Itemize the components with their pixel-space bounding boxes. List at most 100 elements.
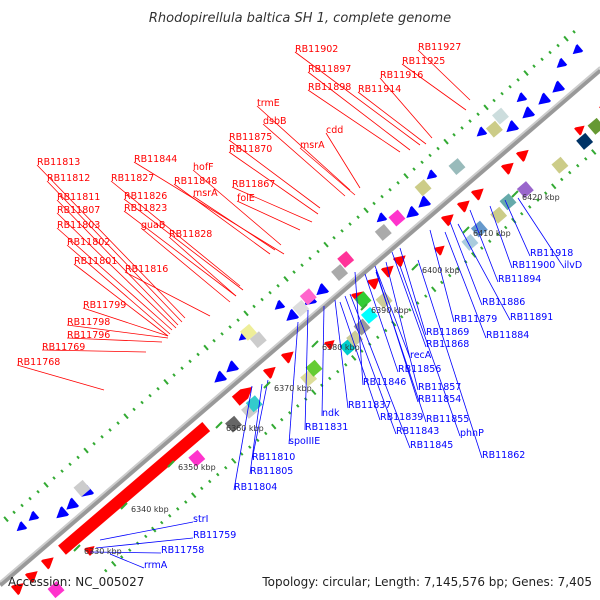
leader-line bbox=[339, 301, 381, 421]
reverse-gene-arrow bbox=[16, 521, 28, 532]
gene-label[interactable]: RB11811 bbox=[57, 192, 100, 203]
gene-label[interactable]: rrmA bbox=[144, 560, 168, 571]
gene-label[interactable]: RB11857 bbox=[418, 382, 461, 393]
gene-label[interactable]: spoIIIE bbox=[289, 436, 320, 447]
reverse-gene-arrow bbox=[316, 283, 330, 296]
gene-label[interactable]: RB11862 bbox=[482, 450, 525, 461]
misc-feature-box bbox=[374, 223, 392, 241]
gene-label[interactable]: RB11805 bbox=[250, 466, 293, 477]
gc-rail-outer-dot bbox=[271, 423, 277, 430]
leader-line bbox=[36, 164, 186, 319]
gene-label[interactable]: RB11891 bbox=[510, 312, 553, 323]
reverse-gene-arrow bbox=[226, 360, 240, 373]
gc-rail-outer-dot bbox=[328, 376, 332, 381]
gene-label[interactable]: RB11886 bbox=[482, 297, 525, 308]
gene-label[interactable]: RB11856 bbox=[398, 364, 441, 375]
gene-label[interactable]: RB11828 bbox=[169, 229, 212, 240]
gene-label[interactable]: RB11900 bbox=[512, 260, 555, 271]
gc-rail-inner-dot bbox=[180, 366, 184, 370]
leader-line bbox=[417, 259, 483, 459]
leader-line bbox=[375, 271, 427, 423]
leader-line bbox=[325, 132, 361, 189]
gene-label[interactable]: RB11807 bbox=[57, 205, 100, 216]
gene-label[interactable]: RB11799 bbox=[83, 300, 126, 311]
gene-label[interactable]: RB11759 bbox=[193, 530, 236, 541]
gene-label[interactable]: RB11843 bbox=[396, 426, 439, 437]
forward-gene-arrow bbox=[434, 245, 445, 256]
gene-label[interactable]: RB11796 bbox=[67, 330, 110, 341]
gene-label[interactable]: RB11925 bbox=[402, 56, 445, 67]
gene-label[interactable]: RB11916 bbox=[380, 70, 423, 81]
gene-label[interactable]: RB11802 bbox=[67, 237, 110, 248]
gene-label[interactable]: RB11831 bbox=[305, 422, 348, 433]
gene-label[interactable]: RB11826 bbox=[124, 191, 167, 202]
gene-label[interactable]: trmE bbox=[257, 98, 280, 109]
gc-rail-outer-dot bbox=[256, 438, 260, 443]
leader-line bbox=[66, 337, 163, 343]
gene-label[interactable]: RB11803 bbox=[57, 220, 100, 231]
gene-label[interactable]: ilvD bbox=[564, 260, 582, 271]
misc-feature-box bbox=[516, 181, 534, 199]
misc-feature-box bbox=[240, 323, 257, 341]
feature-track bbox=[10, 44, 600, 599]
gene-label[interactable]: RB11894 bbox=[498, 274, 541, 285]
gene-label[interactable]: RB11867 bbox=[232, 179, 275, 190]
gc-rail-inner-dot bbox=[20, 503, 24, 508]
gene-label[interactable]: RB11897 bbox=[308, 64, 351, 75]
gene-label[interactable]: RB11844 bbox=[134, 154, 177, 165]
misc-feature-box bbox=[492, 107, 509, 125]
gc-rail-inner-dot bbox=[163, 378, 169, 385]
gene-label[interactable]: hofF bbox=[193, 162, 214, 173]
gene-label[interactable]: RB11914 bbox=[358, 84, 401, 95]
gene-label[interactable]: msrA bbox=[300, 140, 325, 151]
gene-label[interactable]: RB11758 bbox=[161, 545, 204, 556]
gene-label[interactable]: RB11879 bbox=[454, 314, 497, 325]
gene-label[interactable]: RB11898 bbox=[308, 82, 351, 93]
forward-gene-arrow bbox=[231, 386, 253, 406]
gene-label[interactable]: RB11837 bbox=[348, 400, 391, 411]
gene-label[interactable]: RB11798 bbox=[67, 317, 110, 328]
gene-label[interactable]: RB11848 bbox=[174, 176, 217, 187]
gc-rail-inner-dot bbox=[212, 338, 216, 343]
gene-label[interactable]: RB11801 bbox=[74, 256, 117, 267]
gene-label[interactable]: RB11846 bbox=[363, 377, 406, 388]
gene-label[interactable]: guaB bbox=[141, 220, 165, 231]
gc-rail-inner-dot bbox=[283, 276, 289, 282]
gene-label[interactable]: recA bbox=[410, 350, 432, 361]
gene-label[interactable]: cdd bbox=[326, 125, 343, 136]
gene-label[interactable]: RB11902 bbox=[295, 44, 338, 55]
gene-label[interactable]: msrA bbox=[193, 188, 218, 199]
gene-label[interactable]: RB11804 bbox=[234, 482, 277, 493]
gc-rail-outer-dot bbox=[224, 465, 228, 470]
gene-label[interactable]: RB11839 bbox=[380, 412, 423, 423]
gene-label[interactable]: RB11813 bbox=[37, 157, 80, 168]
reverse-gene-arrow bbox=[522, 106, 536, 119]
leader-line bbox=[192, 169, 282, 246]
gene-label[interactable]: RB11927 bbox=[418, 42, 461, 53]
gene-label[interactable]: dsbB bbox=[263, 116, 287, 127]
gene-label[interactable]: RB11827 bbox=[111, 173, 154, 184]
gene-label[interactable]: RB11769 bbox=[42, 342, 85, 353]
gene-label[interactable]: RB11869 bbox=[426, 327, 469, 338]
gene-label[interactable]: RB11868 bbox=[426, 339, 469, 350]
gene-label[interactable]: ndk bbox=[322, 408, 340, 419]
scale-tick-mark bbox=[215, 421, 223, 429]
gene-label[interactable]: RB11884 bbox=[486, 330, 529, 341]
gene-label[interactable]: RB11812 bbox=[47, 173, 90, 184]
gene-label[interactable]: phnP bbox=[460, 428, 484, 439]
misc-feature-box bbox=[299, 288, 317, 306]
gene-label[interactable]: RB11816 bbox=[125, 264, 168, 275]
gene-label[interactable]: RB11870 bbox=[229, 144, 272, 155]
gene-label[interactable]: RB11845 bbox=[410, 440, 453, 451]
gene-label[interactable]: folE bbox=[237, 193, 255, 204]
gene-label[interactable]: RB11918 bbox=[530, 248, 573, 259]
gene-label[interactable]: RB11875 bbox=[229, 132, 272, 143]
gene-label[interactable]: RB11768 bbox=[17, 357, 60, 368]
gene-label[interactable]: RB11855 bbox=[426, 414, 469, 425]
gene-label[interactable]: RB11810 bbox=[252, 452, 295, 463]
gene-label[interactable]: RB11854 bbox=[418, 394, 461, 405]
gene-label[interactable]: RB11823 bbox=[124, 203, 167, 214]
gene-label[interactable]: strI bbox=[193, 514, 208, 525]
gc-rail-outer-dot bbox=[144, 534, 148, 539]
misc-feature-box bbox=[551, 156, 569, 174]
